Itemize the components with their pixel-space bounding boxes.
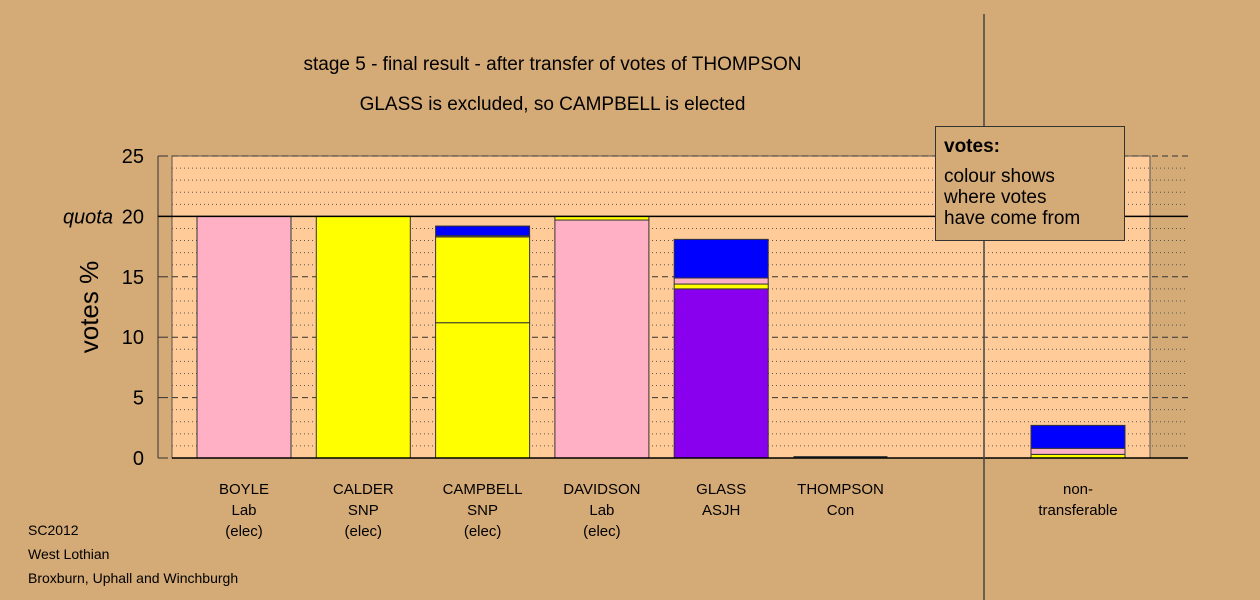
bar-glass-segment bbox=[673, 283, 769, 290]
candidate-party: SNP bbox=[467, 502, 498, 519]
candidate-name: GLASS bbox=[696, 481, 746, 498]
bar-glass-segment bbox=[673, 288, 769, 459]
y-tick-label: 20 bbox=[122, 206, 144, 228]
chart-subtitle: GLASS is excluded, so CAMPBELL is electe… bbox=[359, 94, 746, 115]
nontransferable-label: transferable bbox=[1038, 502, 1117, 519]
y-tick-label: 25 bbox=[122, 146, 144, 168]
candidate-party: Lab bbox=[231, 502, 256, 519]
footer-year: SC2012 bbox=[28, 522, 79, 538]
candidate-status: (elec) bbox=[464, 523, 502, 540]
bar-campbell-segment bbox=[435, 236, 531, 324]
candidate-party: ASJH bbox=[702, 502, 740, 519]
y-tick-label: 5 bbox=[133, 388, 144, 410]
legend-line: where votes bbox=[944, 187, 1047, 208]
bar-glass-segment bbox=[673, 277, 769, 285]
candidate-party: Con bbox=[827, 502, 855, 519]
candidate-party: SNP bbox=[348, 502, 379, 519]
bar-davidson-segment bbox=[554, 219, 650, 459]
bar-boyle-segment bbox=[196, 215, 292, 459]
candidate-status: (elec) bbox=[345, 523, 383, 540]
bar-nontransferable-segment bbox=[1030, 424, 1126, 449]
footer-ward: Broxburn, Uphall and Winchburgh bbox=[28, 570, 239, 586]
candidate-name: CAMPBELL bbox=[443, 481, 523, 498]
legend-line: colour shows bbox=[944, 166, 1055, 187]
y-tick-label: 0 bbox=[133, 448, 144, 470]
legend-heading: votes: bbox=[944, 136, 1000, 157]
candidate-name: THOMPSON bbox=[797, 481, 884, 498]
candidate-status: (elec) bbox=[583, 523, 621, 540]
legend-line: have come from bbox=[944, 208, 1081, 229]
candidate-name: BOYLE bbox=[219, 481, 269, 498]
bar-campbell-segment bbox=[435, 225, 531, 237]
bar-glass-segment bbox=[673, 238, 769, 279]
chart-title: stage 5 - final result - after transfer … bbox=[303, 54, 802, 75]
candidate-status: (elec) bbox=[225, 523, 263, 540]
y-axis-label: votes % bbox=[74, 261, 104, 354]
bar-nontransferable-segment bbox=[1030, 447, 1126, 455]
nontransferable-label: non- bbox=[1063, 481, 1093, 498]
legend: votes: colour shows where votes have com… bbox=[935, 126, 1125, 241]
bar-campbell-segment bbox=[435, 322, 531, 459]
y-tick-label: 10 bbox=[122, 327, 144, 349]
footer-council: West Lothian bbox=[28, 546, 110, 562]
candidate-party: Lab bbox=[589, 502, 614, 519]
candidate-name: CALDER bbox=[333, 481, 394, 498]
y-tick-label: 15 bbox=[122, 267, 144, 289]
quota-label: quota bbox=[63, 206, 113, 228]
bar-calder-segment bbox=[315, 215, 411, 459]
candidate-name: DAVIDSON bbox=[563, 481, 640, 498]
